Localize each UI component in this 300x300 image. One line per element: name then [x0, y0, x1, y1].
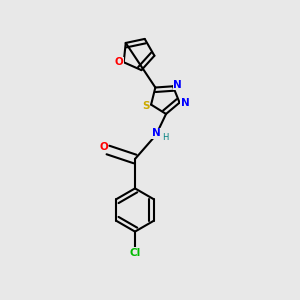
Text: Cl: Cl	[129, 248, 141, 258]
Text: H: H	[163, 133, 169, 142]
Text: O: O	[115, 57, 124, 67]
Text: S: S	[142, 101, 149, 111]
Text: N: N	[152, 128, 160, 139]
Text: O: O	[99, 142, 108, 152]
Text: N: N	[181, 98, 189, 108]
Text: N: N	[173, 80, 182, 90]
